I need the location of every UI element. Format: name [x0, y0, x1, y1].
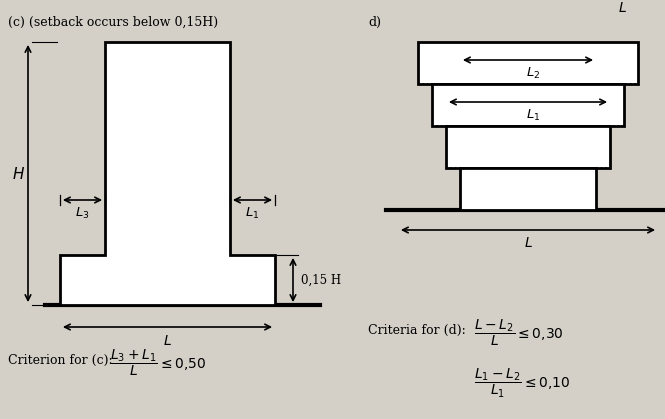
Text: $L$: $L$ [523, 236, 533, 250]
Text: $L_1$: $L_1$ [526, 107, 540, 122]
Text: (c) (setback occurs below 0,15H): (c) (setback occurs below 0,15H) [8, 16, 218, 28]
Text: $L_2$: $L_2$ [526, 65, 540, 80]
Text: $L$: $L$ [618, 1, 626, 15]
Text: $H$: $H$ [13, 166, 25, 181]
Text: $L_1$: $L_1$ [245, 205, 260, 220]
Text: $\dfrac{L_3 + L_1}{L} \leq 0{,}50$: $\dfrac{L_3 + L_1}{L} \leq 0{,}50$ [110, 348, 206, 378]
Text: $L$: $L$ [163, 334, 172, 348]
Bar [446, 126, 610, 168]
Text: 0,15 H: 0,15 H [301, 274, 341, 287]
Bar [460, 168, 596, 210]
Bar [418, 42, 638, 84]
Bar [432, 84, 624, 126]
Text: d): d) [368, 16, 381, 28]
Text: $\dfrac{L_1 - L_2}{L_1} \leq 0{,}10$: $\dfrac{L_1 - L_2}{L_1} \leq 0{,}10$ [474, 367, 571, 400]
Text: Criterion for (c):: Criterion for (c): [8, 354, 112, 367]
Text: Criteria for (d):: Criteria for (d): [368, 323, 465, 336]
Text: $\dfrac{L - L_2}{L} \leq 0{,}30$: $\dfrac{L - L_2}{L} \leq 0{,}30$ [474, 318, 564, 348]
Polygon shape [60, 42, 275, 305]
Text: $L_3$: $L_3$ [75, 205, 90, 220]
